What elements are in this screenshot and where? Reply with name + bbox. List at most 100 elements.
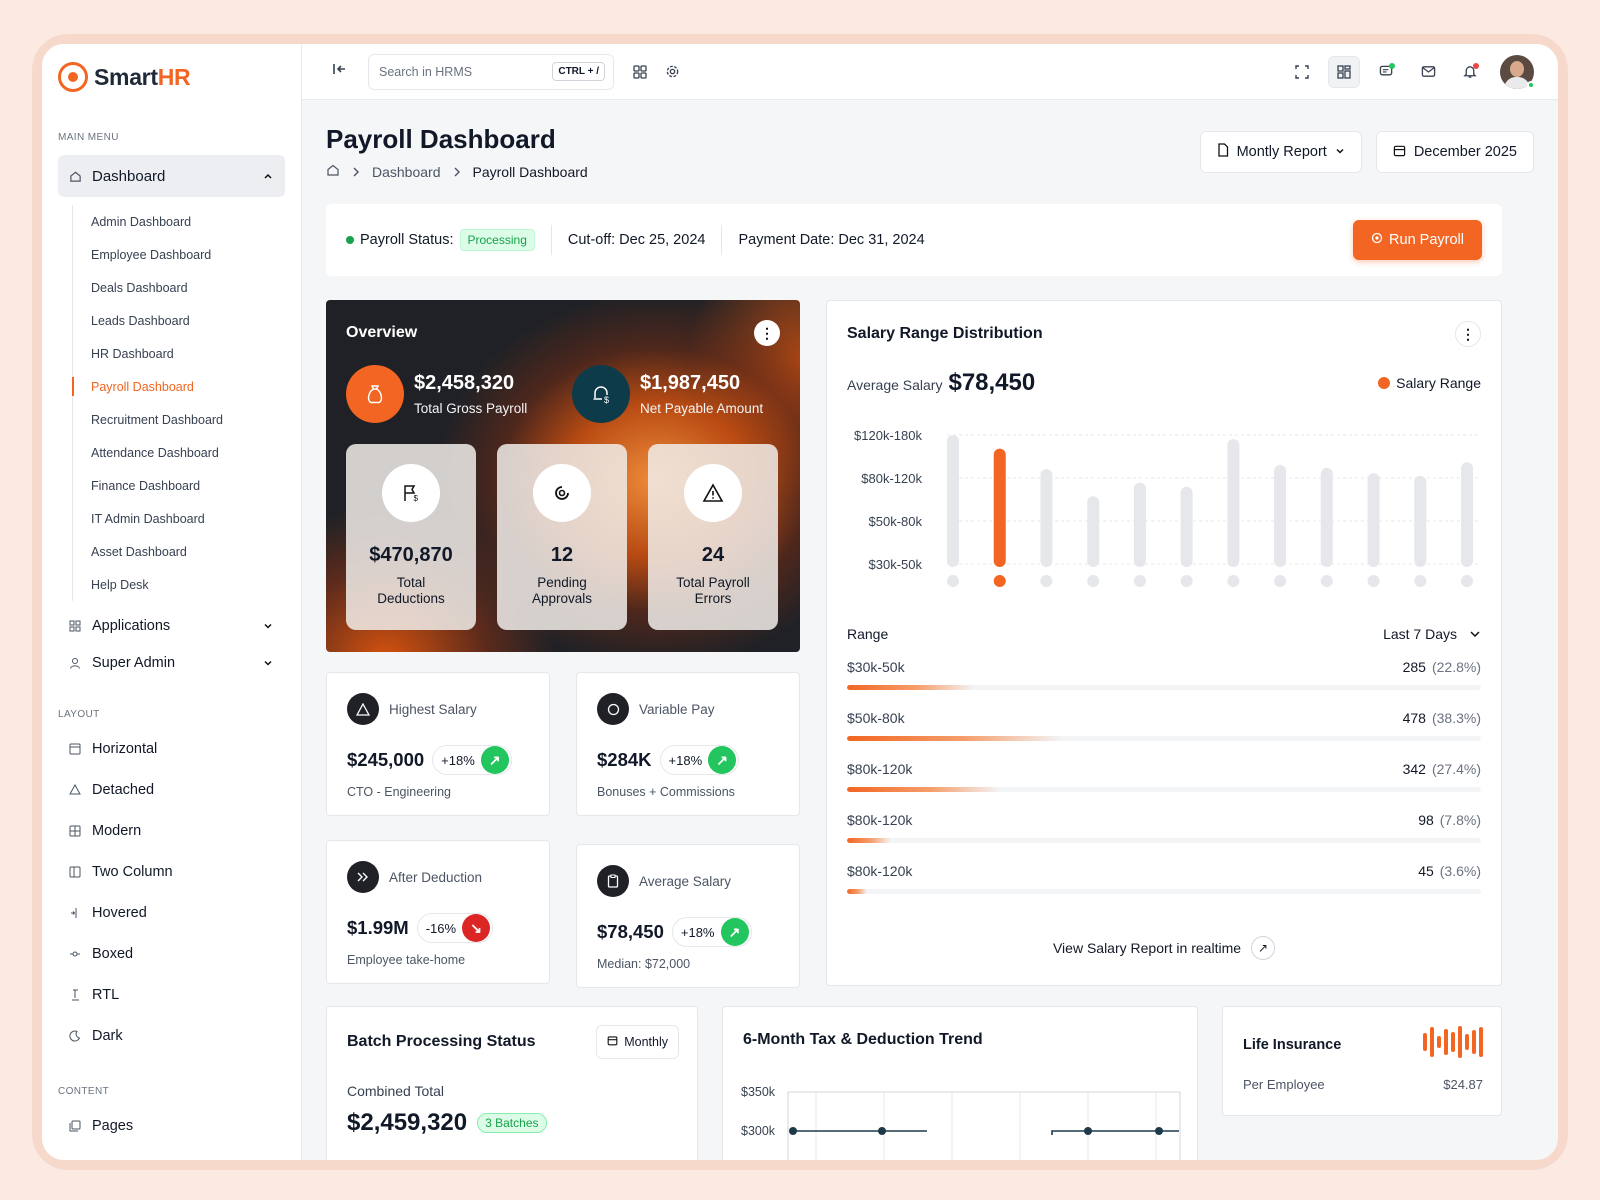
bell-dollar-icon: $ [572, 365, 630, 423]
overview-card: Overview ⋮ $2,458,320 Total Gross Payrol… [326, 300, 800, 652]
chart-bar [1320, 467, 1333, 567]
chevron-up-icon [261, 169, 275, 183]
average-salary-label: Average Salary [847, 377, 943, 393]
brand-logo[interactable]: SmartHR [58, 60, 285, 94]
more-options-icon[interactable]: ⋮ [1455, 321, 1481, 347]
average-salary-card: Average Salary $78,450 +18% ↗ Median: $72… [576, 844, 800, 988]
highest-salary-value: $245,000 [347, 749, 425, 770]
pending-approvals-tile[interactable]: 12 Pending Approvals [497, 444, 627, 630]
total-deductions-value: $470,870 [369, 544, 453, 566]
nav-pages-label: Pages [92, 1117, 134, 1134]
submenu-admin-dashboard[interactable]: Admin Dashboard [91, 214, 192, 229]
submenu-leads-dashboard[interactable]: Leads Dashboard [91, 313, 190, 328]
layout-detached[interactable]: Detached [58, 769, 285, 810]
run-payroll-button[interactable]: Run Payroll [1353, 220, 1482, 260]
report-dropdown[interactable]: Montly Report [1199, 131, 1362, 173]
chart-bar [1227, 439, 1240, 567]
range-percent: (38.3%) [1431, 710, 1481, 726]
settings-gear-icon[interactable] [656, 56, 688, 88]
variable-pay-title: Variable Pay [639, 701, 715, 717]
chat-icon[interactable] [1370, 56, 1402, 88]
layout-two-column-icon [68, 865, 82, 879]
bell-icon[interactable] [1454, 56, 1486, 88]
nav-super-admin[interactable]: Super Admin [58, 644, 285, 681]
submenu-attendance-dashboard[interactable]: Attendance Dashboard [91, 445, 219, 460]
submenu-it-admin-dashboard[interactable]: IT Admin Dashboard [91, 511, 205, 526]
nav-applications[interactable]: Applications [58, 607, 285, 644]
apps-grid-icon[interactable] [624, 56, 656, 88]
cutoff-date: Cut-off: Dec 25, 2024 [567, 232, 706, 248]
layout-dark-label: Dark [92, 1027, 123, 1044]
pending-approvals-label-1: Pending [537, 575, 587, 590]
nav-applications-label: Applications [92, 617, 171, 634]
layout-rtl[interactable]: RTL [58, 974, 285, 1015]
target-icon [1371, 232, 1383, 248]
search-input[interactable]: Search in HRMS CTRL + / [368, 53, 614, 90]
monthly-filter-button[interactable]: Monthly [596, 1025, 679, 1059]
highest-salary-title: Highest Salary [389, 701, 477, 717]
header-actions: Montly Report December 2025 [1199, 131, 1534, 173]
layout-two-column[interactable]: Two Column [58, 851, 285, 892]
home-icon[interactable] [326, 163, 340, 180]
submenu-recruitment-dashboard[interactable]: Recruitment Dashboard [91, 412, 224, 427]
submenu-payroll-dashboard[interactable]: Payroll Dashboard [72, 370, 285, 403]
layout-hovered-label: Hovered [92, 904, 147, 921]
submenu-hr-dashboard[interactable]: HR Dashboard [91, 346, 174, 361]
layout-hovered[interactable]: Hovered [58, 892, 285, 933]
dashboard-submenu: Admin Dashboard Employee Dashboard Deals… [72, 205, 285, 601]
layout-modern[interactable]: Modern [58, 810, 285, 851]
status-dot [346, 236, 354, 244]
submenu-employee-dashboard[interactable]: Employee Dashboard [91, 247, 212, 262]
highest-salary-sub: CTO - Engineering [347, 785, 451, 799]
nav-pages[interactable]: Pages [58, 1105, 285, 1146]
view-salary-report-link[interactable]: View Salary Report in realtime ↗ [827, 936, 1501, 960]
submenu-help-desk[interactable]: Help Desk [91, 577, 149, 592]
refresh-icon [533, 464, 591, 522]
user-avatar[interactable] [1496, 54, 1535, 89]
mail-icon[interactable] [1412, 56, 1444, 88]
topbar-actions [1286, 54, 1535, 89]
collapse-sidebar-icon[interactable] [332, 62, 354, 81]
chart-bar-dot [1414, 575, 1427, 587]
range-percent: (27.4%) [1431, 761, 1481, 777]
nav-dashboard[interactable]: Dashboard [58, 155, 285, 197]
breadcrumb-dashboard[interactable]: Dashboard [372, 163, 441, 180]
payroll-errors-label-1: Total Payroll [676, 575, 750, 590]
layout-rtl-icon [68, 988, 82, 1002]
total-deductions-tile[interactable]: $ $470,870 Total Deductions [346, 444, 476, 630]
chart-bar-dot [993, 575, 1006, 587]
layout-two-column-label: Two Column [92, 863, 173, 880]
submenu-finance-dashboard[interactable]: Finance Dashboard [91, 478, 201, 493]
dashboard-layout-icon[interactable] [1328, 55, 1360, 88]
app-window: SmartHR MAIN MENU Dashboard Admin Dashbo… [42, 44, 1558, 1160]
more-options-icon[interactable]: ⋮ [754, 320, 780, 346]
svg-text:$: $ [604, 395, 609, 405]
submenu-deals-dashboard[interactable]: Deals Dashboard [91, 280, 188, 295]
date-picker-button[interactable]: December 2025 [1375, 131, 1534, 173]
payroll-errors-tile[interactable]: 24 Total Payroll Errors [648, 444, 778, 630]
content-label: CONTENT [58, 1086, 110, 1097]
chart-bar-dot [1040, 575, 1053, 587]
period-dropdown[interactable]: Last 7 Days [1383, 626, 1481, 642]
layout-modern-label: Modern [92, 822, 142, 839]
flag-dollar-icon: $ [382, 464, 440, 522]
layout-dark[interactable]: Dark [58, 1015, 285, 1056]
fullscreen-icon[interactable] [1286, 56, 1318, 88]
layout-detached-icon [68, 783, 82, 797]
layout-horizontal[interactable]: Horizontal [58, 728, 285, 769]
variable-pay-sub: Bonuses + Commissions [597, 785, 735, 799]
chart-bar [1133, 482, 1146, 567]
change-badge: -16% ↘ [416, 913, 494, 943]
layout-detached-label: Detached [92, 781, 155, 798]
chart-bar-dot [1133, 575, 1146, 587]
grid-icon [68, 619, 82, 633]
variable-pay-value: $284K [597, 749, 652, 770]
tax-y-label-350k: $350k [741, 1085, 776, 1099]
total-deductions-label-1: Total [396, 575, 426, 590]
chart-bar [993, 448, 1006, 567]
page-header: Payroll Dashboard Dashboard Payroll Dash… [326, 124, 588, 180]
after-deduction-title: After Deduction [389, 869, 483, 885]
submenu-asset-dashboard[interactable]: Asset Dashboard [91, 544, 187, 559]
layout-boxed[interactable]: Boxed [58, 933, 285, 974]
range-row: $30k-50k 285 (22.8%) [847, 659, 1481, 699]
